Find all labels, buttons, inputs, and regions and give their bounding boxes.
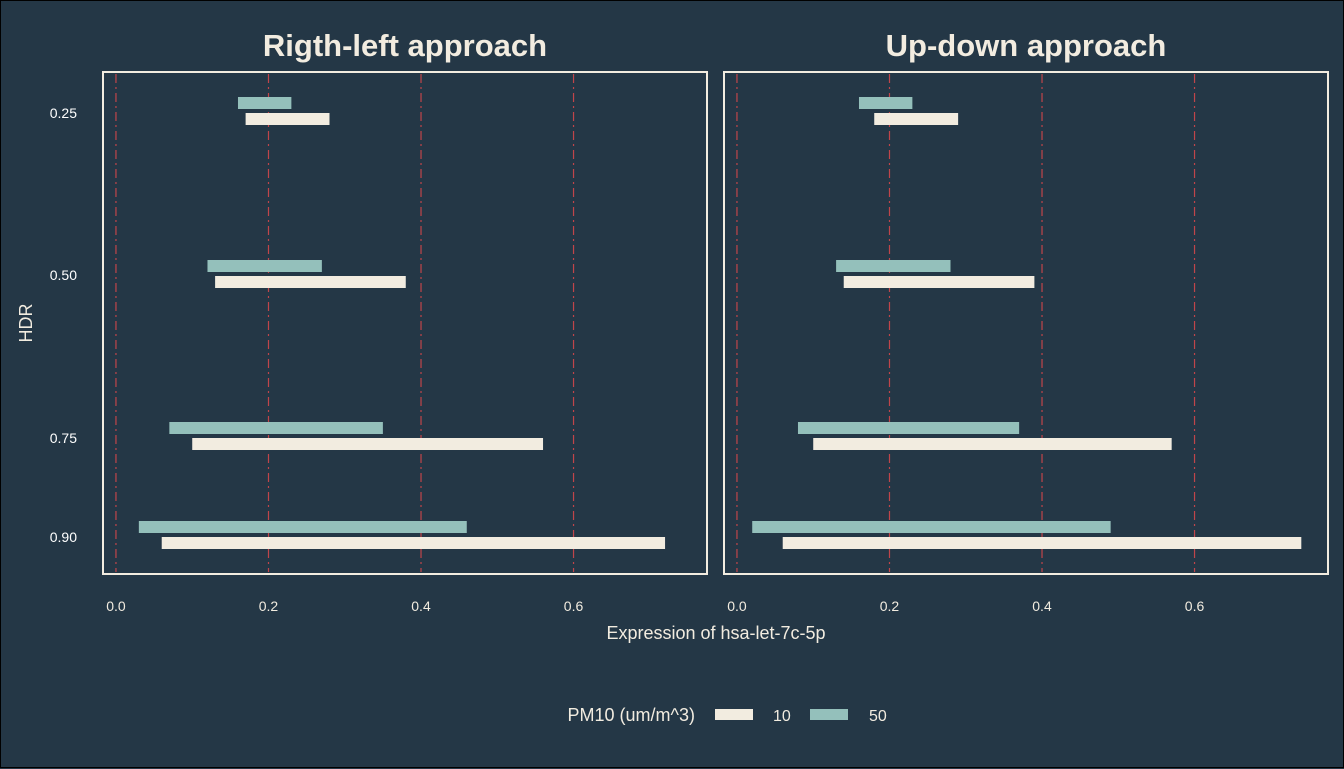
bar-pm10-10 [874,113,959,125]
bar-pm10-10 [843,276,1035,288]
y-tick-label: 0.50 [50,267,77,283]
x-tick-label: 0.0 [727,598,747,614]
legend-label-50: 50 [869,708,887,725]
x-tick-label: 0.6 [564,598,584,614]
x-tick-label: 0.4 [411,598,431,614]
x-tick-label: 0.4 [1032,598,1052,614]
x-axis-title: Expression of hsa-let-7c-5p [606,623,825,643]
legend-title: PM10 (um/m^3) [568,705,695,725]
panel-title-right: Up-down approach [886,28,1167,63]
y-tick-label: 0.25 [50,105,77,121]
bar-pm10-10 [192,438,544,450]
chart-marks: 0.0 0.2 0.4 0.6 0.0 0.2 0.4 0.6 [103,74,1328,614]
panel-border-right [723,71,1329,575]
bar-pm10-10 [161,537,666,549]
bar-pm10-10 [245,113,330,125]
x-tick-label: 0.6 [1185,598,1205,614]
y-axis-title: HDR [16,304,36,343]
legend-key-10 [715,709,753,720]
legend-label-10: 10 [773,708,791,725]
x-tick-label: 0.0 [106,598,126,614]
bar-pm10-50 [138,521,467,533]
bar-pm10-50 [237,97,292,109]
bar-pm10-50 [836,260,951,272]
bar-pm10-50 [797,422,1020,434]
bar-pm10-10 [782,537,1302,549]
bar-pm10-10 [215,276,406,288]
bar-pm10-50 [752,521,1111,533]
bar-pm10-50 [858,97,913,109]
panel-title-left: Rigth-left approach [263,28,547,63]
y-tick-label: 0.75 [50,430,77,446]
legend-key-50 [810,709,848,720]
bar-pm10-50 [169,422,383,434]
x-tick-label: 0.2 [259,598,279,614]
panel-border-left [102,71,708,575]
bar-pm10-10 [813,438,1172,450]
x-tick-label: 0.2 [880,598,900,614]
y-tick-label: 0.90 [50,529,77,545]
bar-pm10-50 [207,260,322,272]
